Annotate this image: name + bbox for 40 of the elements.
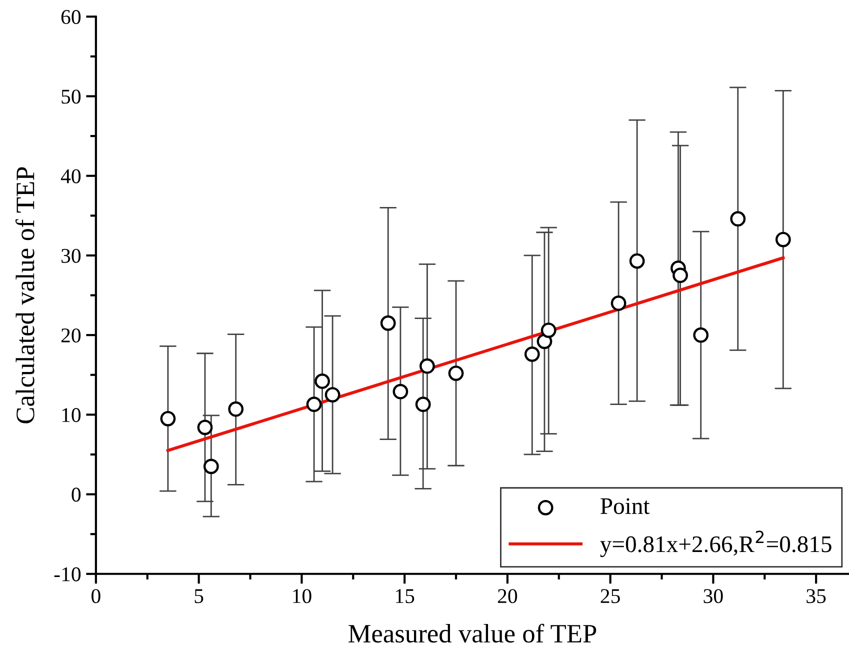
point — [306, 396, 322, 412]
y-axis-title: Calculated value of TEP — [15, 167, 34, 424]
point — [672, 268, 688, 284]
y-tick-label: 10 — [62, 408, 81, 422]
y-tick-label: 50 — [62, 90, 81, 104]
x-axis-title: Measured value of TEP — [348, 624, 596, 643]
point — [540, 322, 556, 338]
point — [775, 232, 791, 248]
x-tick-label: 30 — [704, 589, 723, 604]
point — [324, 387, 340, 402]
x-tick-label: 20 — [498, 589, 518, 604]
point — [448, 366, 464, 381]
point — [197, 420, 213, 436]
point — [693, 327, 709, 343]
point — [524, 346, 540, 362]
y-tick-label: 40 — [60, 169, 81, 184]
point — [160, 410, 176, 426]
y-tick-label: 20 — [61, 328, 81, 342]
x-tick-label: 25 — [600, 589, 620, 604]
y-tick-label: 0 — [72, 488, 81, 502]
y-tick-label: 30 — [62, 248, 81, 263]
point — [730, 211, 746, 227]
point — [392, 384, 408, 400]
x-tick-label: 35 — [806, 589, 826, 604]
point — [415, 396, 431, 412]
point — [420, 358, 435, 374]
point — [610, 296, 626, 311]
legend-label: y=0.81x+2.66,R$^{2}$=0.815 — [600, 530, 832, 558]
x-tick-label: 10 — [293, 589, 312, 604]
x-tick-label: 15 — [396, 589, 414, 604]
point — [629, 253, 645, 269]
y-tick-label: 60 — [61, 10, 81, 24]
x-tick-label: 0 — [92, 589, 100, 604]
legend-label: Point — [600, 498, 650, 514]
x-tick-label: 5 — [194, 589, 204, 604]
point — [314, 374, 330, 389]
y-tick-label: -10 — [54, 567, 81, 582]
point — [380, 315, 396, 331]
point — [203, 458, 219, 474]
point — [228, 401, 244, 417]
